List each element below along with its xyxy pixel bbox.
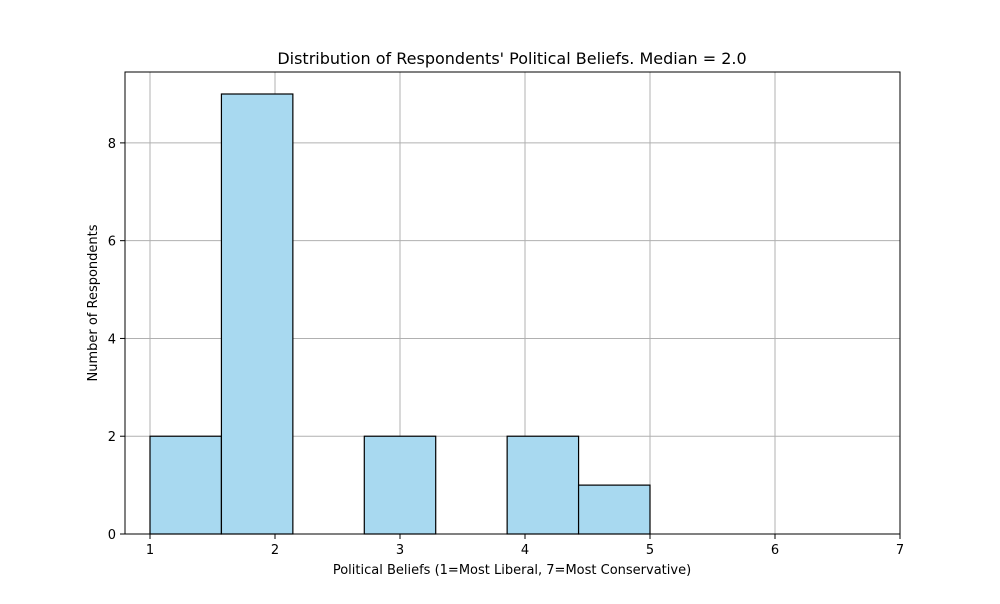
y-tick-label-0: 0 bbox=[108, 528, 116, 543]
y-axis-ticks: 0 2 4 6 8 bbox=[108, 137, 125, 543]
x-tick-label-1: 2 bbox=[271, 543, 279, 558]
y-tick-label-2: 4 bbox=[108, 332, 116, 347]
y-axis-label: Number of Respondents bbox=[86, 224, 101, 381]
histogram-bar-6 bbox=[577, 484, 651, 535]
plot-frame bbox=[124, 71, 901, 535]
x-tick-label-0: 1 bbox=[146, 543, 154, 558]
x-tick-label-5: 6 bbox=[771, 543, 779, 558]
x-axis-label: Political Beliefs (1=Most Liberal, 7=Mos… bbox=[333, 563, 691, 578]
histogram-bar-1 bbox=[220, 93, 294, 535]
x-tick-label-4: 5 bbox=[646, 543, 654, 558]
y-tick-label-3: 6 bbox=[108, 235, 116, 250]
y-tick-label-4: 8 bbox=[108, 137, 116, 152]
y-tick-label-1: 2 bbox=[108, 430, 116, 445]
x-axis-ticks: 1 2 3 4 5 6 7 bbox=[146, 534, 904, 558]
axes bbox=[124, 71, 901, 535]
x-tick-label-3: 4 bbox=[521, 543, 529, 558]
x-tick-label-2: 3 bbox=[396, 543, 404, 558]
chart-title: Distribution of Respondents' Political B… bbox=[277, 49, 746, 68]
histogram-bars bbox=[149, 93, 651, 535]
x-tick-label-6: 7 bbox=[896, 543, 904, 558]
histogram-bar-5 bbox=[506, 435, 580, 535]
histogram-bar-0 bbox=[149, 435, 223, 535]
histogram-bar-3 bbox=[363, 435, 437, 535]
